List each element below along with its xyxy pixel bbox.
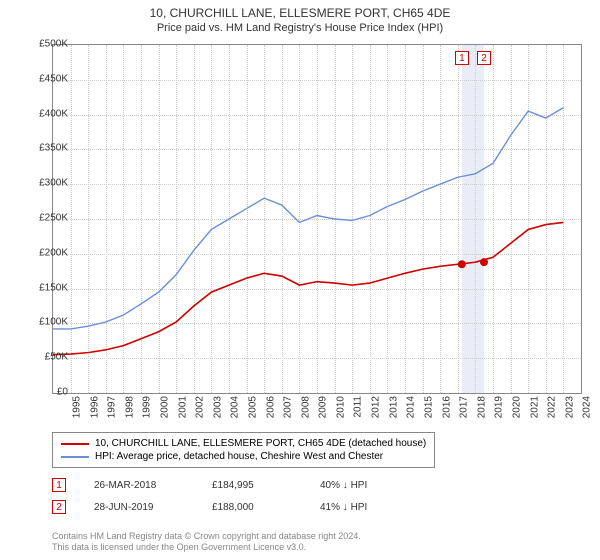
x-axis-label: 2008	[300, 396, 311, 418]
y-axis-label: £100K	[22, 317, 68, 328]
sale-price: £188,000	[212, 502, 292, 513]
x-axis-label: 2012	[370, 396, 381, 418]
y-axis-label: £450K	[22, 73, 68, 84]
x-axis-label: 2019	[494, 396, 505, 418]
x-axis-label: 2020	[511, 396, 522, 418]
y-axis-label: £150K	[22, 282, 68, 293]
x-axis-label: 2013	[388, 396, 399, 418]
sale-marker-top: 2	[477, 51, 491, 65]
x-axis-label: 2014	[406, 396, 417, 418]
y-axis-label: £200K	[22, 247, 68, 258]
chart-title: 10, CHURCHILL LANE, ELLESMERE PORT, CH65…	[0, 0, 600, 22]
x-axis-label: 2017	[458, 396, 469, 418]
footer-line-1: Contains HM Land Registry data © Crown c…	[52, 531, 361, 543]
legend-label: 10, CHURCHILL LANE, ELLESMERE PORT, CH65…	[95, 438, 426, 449]
y-axis-label: £400K	[22, 108, 68, 119]
legend-item: 10, CHURCHILL LANE, ELLESMERE PORT, CH65…	[61, 437, 426, 450]
x-axis-label: 2022	[546, 396, 557, 418]
sale-marker-top: 1	[455, 51, 469, 65]
y-axis-label: £500K	[22, 39, 68, 50]
chart-container: 10, CHURCHILL LANE, ELLESMERE PORT, CH65…	[0, 0, 600, 560]
x-axis-label: 2010	[335, 396, 346, 418]
series-property	[53, 222, 563, 354]
x-axis-label: 1999	[142, 396, 153, 418]
x-axis-label: 2002	[194, 396, 205, 418]
sale-marker-2: 2	[52, 500, 66, 514]
x-axis-label: 2016	[441, 396, 452, 418]
sale-dot	[458, 260, 466, 268]
sale-pct: 40% ↓ HPI	[320, 480, 367, 491]
x-axis-label: 2021	[529, 396, 540, 418]
x-axis-label: 2009	[318, 396, 329, 418]
x-axis-label: 2006	[265, 396, 276, 418]
y-axis-label: £0	[22, 387, 68, 398]
x-axis-label: 2003	[212, 396, 223, 418]
footer-line-2: This data is licensed under the Open Gov…	[52, 542, 361, 554]
x-axis-label: 1997	[106, 396, 117, 418]
x-axis-label: 2001	[177, 396, 188, 418]
sale-dot	[480, 258, 488, 266]
chart-subtitle: Price paid vs. HM Land Registry's House …	[0, 22, 600, 38]
x-axis-label: 2018	[476, 396, 487, 418]
x-axis-label: 2005	[247, 396, 258, 418]
x-axis-label: 2024	[582, 396, 593, 418]
x-axis-label: 2023	[564, 396, 575, 418]
sale-pct: 41% ↓ HPI	[320, 502, 367, 513]
x-axis-label: 2004	[230, 396, 241, 418]
legend-swatch	[61, 443, 89, 445]
sale-row-2: 2 28-JUN-2019 £188,000 41% ↓ HPI	[52, 500, 367, 514]
legend-swatch	[61, 456, 89, 458]
sale-price: £184,995	[212, 480, 292, 491]
attribution-footer: Contains HM Land Registry data © Crown c…	[52, 531, 361, 554]
sale-row-1: 1 26-MAR-2018 £184,995 40% ↓ HPI	[52, 478, 367, 492]
sale-date: 26-MAR-2018	[94, 480, 184, 491]
sale-marker-1: 1	[52, 478, 66, 492]
x-axis-label: 1998	[124, 396, 135, 418]
y-axis-label: £350K	[22, 143, 68, 154]
chart-lines	[53, 45, 581, 393]
sale-date: 28-JUN-2019	[94, 502, 184, 513]
x-axis-label: 1996	[89, 396, 100, 418]
y-axis-label: £300K	[22, 178, 68, 189]
legend: 10, CHURCHILL LANE, ELLESMERE PORT, CH65…	[52, 432, 435, 468]
y-axis-label: £50K	[22, 352, 68, 363]
y-axis-label: £250K	[22, 213, 68, 224]
x-axis-label: 1995	[71, 396, 82, 418]
x-axis-label: 2015	[423, 396, 434, 418]
x-axis-label: 2011	[352, 396, 363, 418]
legend-item: HPI: Average price, detached house, Ches…	[61, 450, 426, 463]
series-hpi	[53, 108, 563, 329]
legend-label: HPI: Average price, detached house, Ches…	[95, 451, 383, 462]
x-axis-label: 2000	[159, 396, 170, 418]
x-axis-label: 2007	[282, 396, 293, 418]
plot-area: 12	[52, 44, 582, 394]
